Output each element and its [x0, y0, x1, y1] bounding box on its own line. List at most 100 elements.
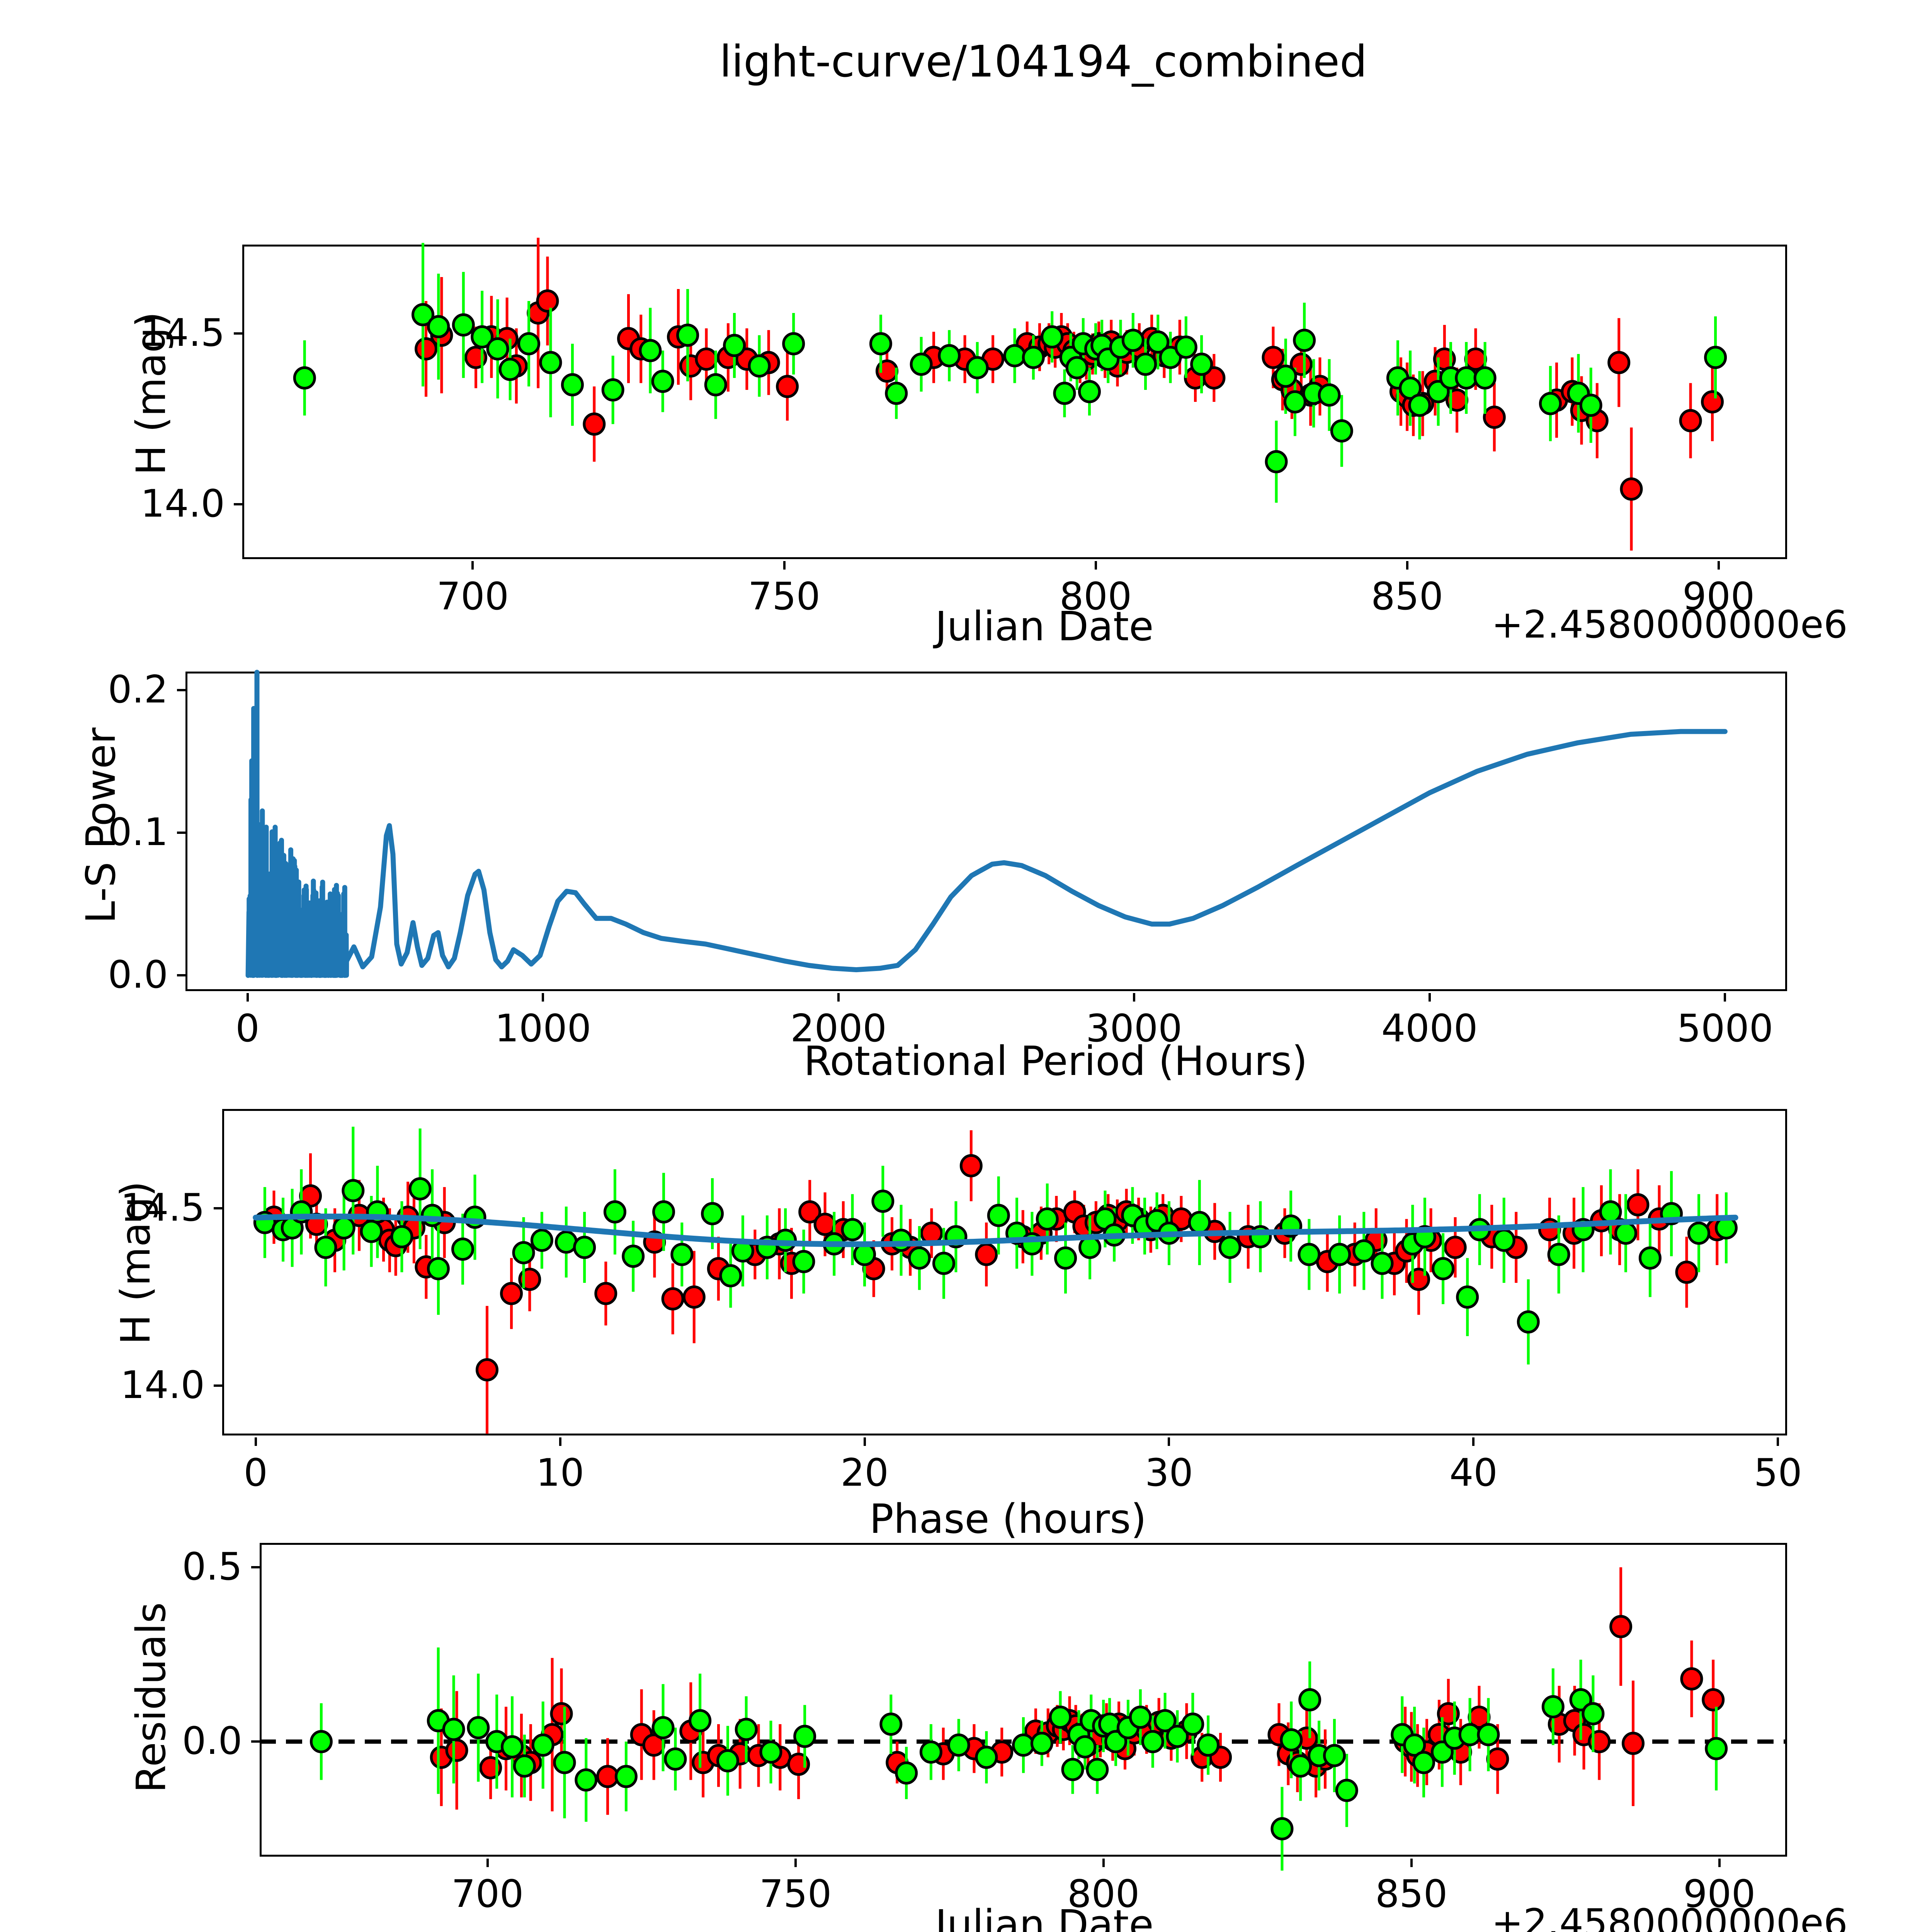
data-point — [782, 332, 805, 355]
data-point — [1622, 1731, 1645, 1755]
data-point — [342, 1179, 365, 1202]
data-point — [910, 352, 933, 376]
x-tick-label: 2000 — [790, 1007, 887, 1051]
data-point — [682, 1285, 706, 1309]
data-point — [596, 1765, 619, 1788]
data-point — [704, 373, 727, 396]
figure-title: light-curve/104194_combined — [719, 37, 1367, 87]
panel-lightcurve-jd — [242, 245, 1787, 559]
data-point — [476, 1358, 499, 1382]
data-point — [412, 303, 435, 327]
x-tick-label: 700 — [436, 575, 509, 619]
data-point — [573, 1236, 596, 1259]
panel1-x-axis-title: Julian Date — [935, 603, 1154, 650]
panel2-x-axis-title: Rotational Period (Hours) — [804, 1037, 1308, 1085]
data-point — [1352, 1239, 1376, 1263]
periodogram-curve — [245, 670, 1728, 978]
data-point — [539, 351, 562, 374]
data-point — [1049, 1706, 1072, 1729]
data-point — [614, 1765, 638, 1788]
data-point — [748, 354, 771, 378]
data-point — [531, 1733, 554, 1757]
data-point — [879, 1713, 903, 1736]
axis-tick — [251, 1740, 260, 1743]
x-tick-label: 0 — [235, 1007, 260, 1051]
axis-tick — [542, 993, 544, 1002]
x-tick-label: 750 — [759, 1872, 832, 1916]
axis-tick — [559, 1437, 561, 1446]
data-point — [1687, 1221, 1710, 1245]
data-point — [471, 325, 494, 349]
x-tick-label: 850 — [1375, 1872, 1448, 1916]
data-point — [1012, 1733, 1035, 1757]
data-point — [427, 1257, 450, 1281]
data-point — [1458, 1723, 1481, 1747]
y-tick-label: 14.0 — [120, 1363, 205, 1408]
data-point — [798, 1200, 821, 1224]
data-point — [1412, 1751, 1435, 1774]
axis-tick — [234, 503, 242, 506]
data-point — [1073, 1735, 1097, 1759]
panel-phased-lightcurve — [222, 1109, 1787, 1435]
x-tick-label: 3000 — [1086, 1007, 1182, 1051]
data-point — [1701, 390, 1724, 414]
data-point — [1153, 1709, 1177, 1733]
data-point — [500, 1282, 523, 1305]
data-point — [735, 1718, 758, 1741]
data-point — [701, 1202, 724, 1225]
data-point — [512, 1241, 535, 1265]
data-point — [1620, 477, 1643, 501]
data-point — [975, 1243, 998, 1266]
data-point — [676, 323, 699, 347]
data-point — [498, 357, 522, 381]
data-point — [1190, 352, 1213, 376]
panel4-x-axis-title: Julian Date — [935, 1901, 1154, 1932]
data-point — [1539, 392, 1562, 415]
panel-periodogram — [185, 672, 1787, 991]
x-tick-label: 900 — [1683, 1872, 1756, 1916]
phase-fit-curve — [253, 1213, 1738, 1247]
data-point — [947, 1733, 970, 1757]
data-point — [792, 1250, 815, 1273]
data-point — [651, 369, 674, 393]
x-tick-label: 750 — [748, 575, 821, 619]
data-point — [314, 1236, 337, 1259]
axis-tick — [251, 1566, 260, 1569]
data-point — [664, 1747, 687, 1771]
axis-tick — [783, 561, 786, 570]
data-point — [1477, 1723, 1500, 1747]
data-point — [1293, 328, 1316, 352]
data-point — [1403, 1733, 1426, 1757]
data-point — [1456, 1285, 1479, 1309]
data-point — [987, 1204, 1010, 1227]
data-point — [1626, 1193, 1650, 1217]
data-point — [513, 1754, 536, 1778]
data-point — [793, 1725, 816, 1748]
x-tick-label: 900 — [1682, 575, 1755, 619]
data-point — [1262, 345, 1285, 369]
x-tick-label: 10 — [536, 1451, 584, 1495]
data-point — [1547, 1243, 1570, 1266]
panel-residuals — [260, 1543, 1787, 1857]
data-point — [1036, 1207, 1059, 1231]
data-point — [1041, 325, 1064, 349]
axis-tick — [214, 1384, 222, 1387]
data-point — [530, 1228, 553, 1252]
axis-tick — [486, 1859, 489, 1867]
data-point — [895, 1761, 918, 1785]
data-point — [1371, 1252, 1394, 1275]
data-point — [501, 1735, 524, 1759]
data-point — [1330, 419, 1353, 443]
data-point — [1141, 1730, 1164, 1753]
data-point — [1174, 335, 1197, 359]
data-point — [1053, 381, 1076, 405]
data-point — [759, 1740, 782, 1764]
data-point — [536, 289, 559, 313]
data-point — [1473, 366, 1497, 390]
data-point — [1408, 393, 1431, 417]
data-point — [1702, 1688, 1725, 1712]
data-point — [583, 412, 606, 436]
